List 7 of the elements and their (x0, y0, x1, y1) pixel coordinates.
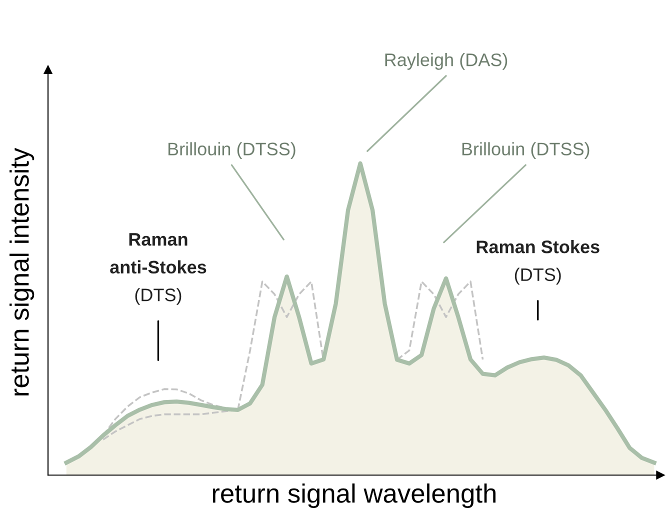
y-axis-title: return signal intensity (10, 148, 34, 396)
x-axis-title: return signal wavelength (212, 483, 496, 508)
annotation: Raman Stokes (DTS) (476, 240, 600, 285)
text: Rayleigh (DAS) (385, 52, 508, 70)
annotation: Raman anti-Stokes (DTS) (110, 233, 206, 305)
text: Brillouin (DTSS) (462, 142, 590, 159)
text: Brillouin (DTSS) (168, 142, 296, 159)
